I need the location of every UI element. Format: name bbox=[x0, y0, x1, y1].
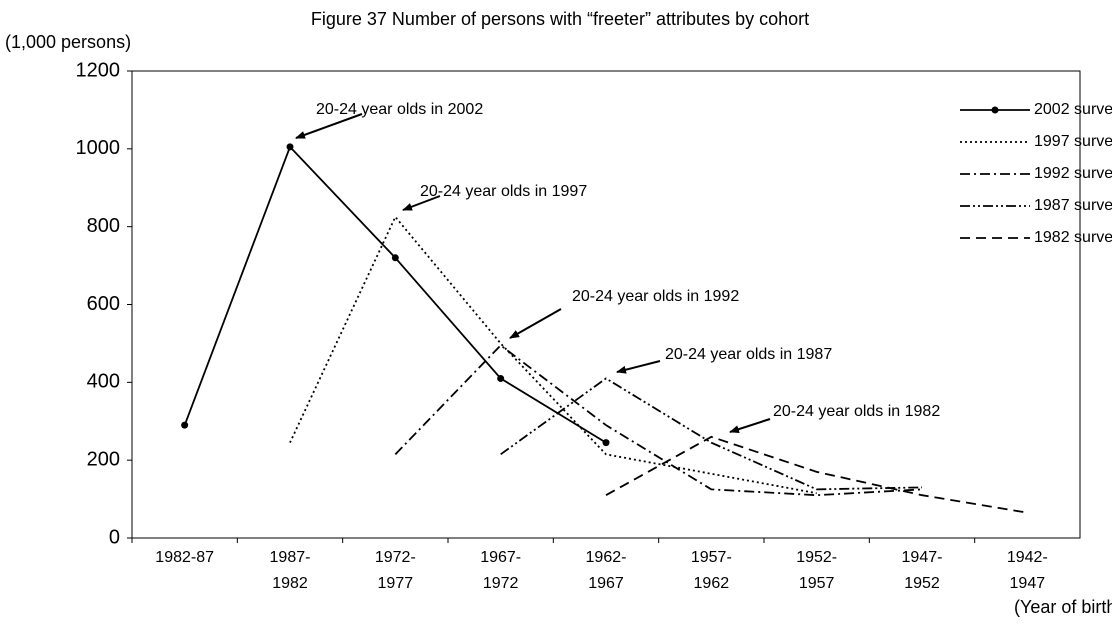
point bbox=[286, 143, 294, 151]
x-tick-label: 1957- bbox=[691, 549, 732, 566]
legend-label: 1982 survey bbox=[1034, 229, 1112, 246]
chart-title: Figure 37 Number of persons with “freete… bbox=[311, 9, 809, 29]
annotation: 20-24 year olds in 1992 bbox=[572, 288, 739, 305]
x-tick-label: 1947 bbox=[1010, 575, 1046, 592]
x-tick-label: 1962- bbox=[586, 549, 627, 566]
annotation-arrow bbox=[509, 308, 562, 339]
legend-label: 2002 survey bbox=[1034, 101, 1112, 118]
legend-label: 1992 survey bbox=[1034, 165, 1112, 182]
x-tick-label: 1957 bbox=[799, 575, 835, 592]
annotation: 20-24 year olds in 1997 bbox=[420, 183, 587, 200]
series-line bbox=[605, 435, 1028, 514]
x-tick-label: 1967 bbox=[588, 575, 624, 592]
annotation: 20-24 year olds in 2002 bbox=[316, 101, 483, 118]
y-tick-label: 0 bbox=[109, 526, 120, 548]
y-tick-label: 800 bbox=[87, 215, 120, 237]
annotation: 20-24 year olds in 1982 bbox=[773, 403, 940, 420]
y-tick-label: 400 bbox=[87, 371, 120, 393]
x-tick-label: 1972- bbox=[375, 549, 416, 566]
point bbox=[391, 254, 399, 262]
annotation: 20-24 year olds in 1987 bbox=[665, 346, 832, 363]
legend-label: 1987 survey bbox=[1034, 197, 1112, 214]
y-tick-label: 1000 bbox=[76, 137, 121, 159]
x-axis-label: (Year of birth) bbox=[1014, 597, 1112, 617]
y-axis-label: (1,000 persons) bbox=[5, 32, 131, 52]
y-tick-label: 1200 bbox=[76, 59, 121, 81]
legend-marker bbox=[991, 106, 999, 114]
x-tick-label: 1982 bbox=[272, 575, 308, 592]
x-tick-label: 1977 bbox=[378, 575, 414, 592]
point bbox=[497, 374, 505, 382]
x-tick-label: 1942- bbox=[1007, 549, 1048, 566]
x-tick-label: 1987- bbox=[270, 549, 311, 566]
legend-label: 1997 survey bbox=[1034, 133, 1112, 150]
y-tick-label: 200 bbox=[87, 448, 120, 470]
x-tick-label: 1952 bbox=[904, 575, 940, 592]
point bbox=[602, 439, 610, 447]
annotation-arrow bbox=[295, 113, 363, 139]
annotation-arrow bbox=[729, 418, 771, 434]
x-tick-label: 1952- bbox=[796, 549, 837, 566]
x-tick-label: 1947- bbox=[902, 549, 943, 566]
series-line bbox=[500, 377, 923, 491]
x-tick-label: 1982-87 bbox=[155, 549, 214, 566]
x-tick-label: 1967- bbox=[480, 549, 521, 566]
y-tick-label: 600 bbox=[87, 293, 120, 315]
series-line bbox=[394, 344, 923, 497]
x-tick-label: 1962 bbox=[694, 575, 730, 592]
x-tick-label: 1972 bbox=[483, 575, 519, 592]
annotation-arrow bbox=[616, 360, 661, 374]
point bbox=[181, 421, 189, 429]
series-line bbox=[289, 215, 817, 495]
annotation-arrow bbox=[402, 195, 441, 211]
